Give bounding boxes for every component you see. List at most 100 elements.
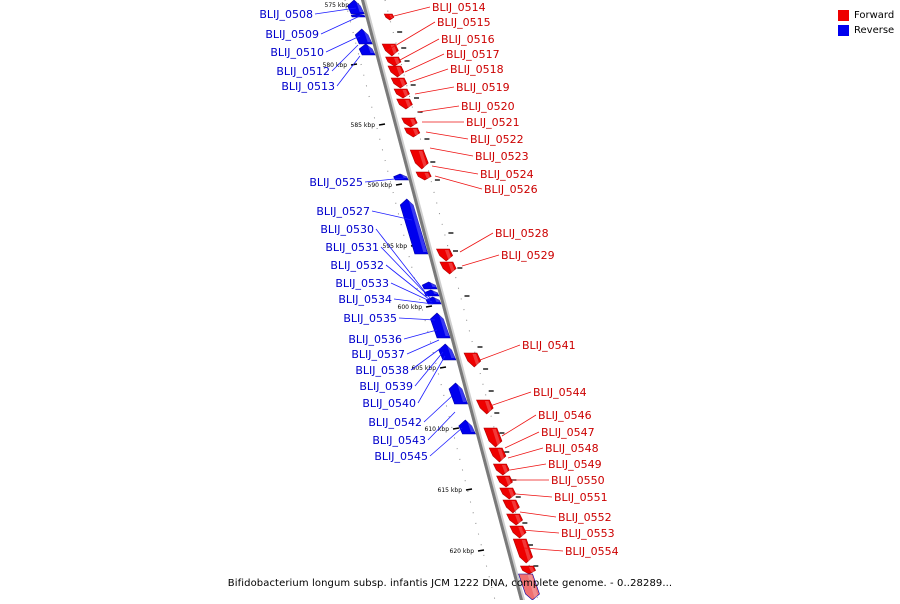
forward-gene-label[interactable]: BLIJ_0548 (545, 442, 599, 455)
forward-gene-feature[interactable] (415, 171, 432, 181)
forward-gene-label[interactable]: BLIJ_0519 (456, 81, 510, 94)
reverse-gene-feature[interactable] (399, 198, 429, 255)
reverse-gene-feature[interactable] (358, 43, 376, 56)
forward-gene-feature[interactable] (390, 77, 408, 89)
reverse-gene-label[interactable]: BLIJ_0534 (338, 293, 392, 306)
reverse-gene-feature[interactable] (354, 28, 373, 45)
forward-gene-feature[interactable] (381, 43, 399, 57)
reverse-leader-line (429, 427, 463, 457)
forward-gene-label[interactable]: BLIJ_0544 (533, 386, 587, 399)
forward-gene-feature[interactable] (519, 565, 536, 575)
forward-leader-line (521, 529, 560, 534)
reverse-gene-label[interactable]: BLIJ_0542 (368, 416, 422, 429)
scale-tick-mark (439, 366, 447, 369)
reverse-gene-label[interactable]: BLIJ_0512 (276, 65, 330, 78)
forward-leader-line (479, 344, 521, 361)
forward-leader-line (425, 131, 469, 140)
forward-gene-label[interactable]: BLIJ_0518 (450, 63, 504, 76)
reverse-gene-label[interactable]: BLIJ_0540 (362, 397, 416, 410)
forward-gene-feature[interactable] (496, 475, 513, 488)
forward-gene-label[interactable]: BLIJ_0516 (441, 33, 495, 46)
forward-gene-feature[interactable] (483, 427, 503, 448)
reverse-gene-label[interactable]: BLIJ_0533 (335, 277, 389, 290)
forward-gene-label[interactable]: BLIJ_0546 (538, 409, 592, 422)
reverse-gene-label[interactable]: BLIJ_0538 (355, 364, 409, 377)
forward-gene-feature[interactable] (518, 573, 540, 601)
forward-gene-feature[interactable] (396, 98, 413, 110)
reverse-gene-label[interactable]: BLIJ_0536 (348, 333, 402, 346)
reverse-gene-feature[interactable] (458, 419, 476, 435)
reverse-gene-feature[interactable] (421, 281, 438, 290)
reverse-gene-label[interactable]: BLIJ_0530 (320, 223, 374, 236)
reverse-gene-feature[interactable] (347, 0, 365, 15)
forward-gene-feature[interactable] (393, 88, 410, 99)
forward-gene-feature[interactable] (383, 13, 395, 21)
reverse-gene-label[interactable]: BLIJ_0532 (330, 259, 384, 272)
forward-gene-label[interactable]: BLIJ_0517 (446, 48, 500, 61)
legend-forward[interactable]: Forward (838, 8, 894, 23)
forward-gene-label[interactable]: BLIJ_0526 (484, 183, 538, 196)
forward-gene-label[interactable]: BLIJ_0552 (558, 511, 612, 524)
forward-gene-feature[interactable] (502, 499, 520, 514)
reverse-leader-line (314, 7, 357, 15)
forward-gene-feature[interactable] (488, 447, 507, 463)
forward-leader-line (414, 86, 455, 95)
reverse-gene-label[interactable]: BLIJ_0537 (351, 348, 405, 361)
reverse-gene-label[interactable]: BLIJ_0539 (359, 380, 413, 393)
reverse-gene-label[interactable]: BLIJ_0535 (343, 312, 397, 325)
forward-gene-label[interactable]: BLIJ_0553 (561, 527, 615, 540)
reverse-gene-label[interactable]: BLIJ_0513 (281, 80, 335, 93)
forward-gene-feature[interactable] (506, 513, 523, 526)
forward-gene-label[interactable]: BLIJ_0547 (541, 426, 595, 439)
forward-gene-feature[interactable] (401, 117, 418, 128)
forward-gene-label[interactable]: BLIJ_0523 (475, 150, 529, 163)
forward-gene-label[interactable]: BLIJ_0524 (480, 168, 534, 181)
reverse-gene-label[interactable]: BLIJ_0527 (316, 205, 370, 218)
genome-backbone (360, 0, 524, 603)
forward-gene-feature[interactable] (403, 127, 421, 138)
reverse-gene-feature[interactable] (430, 312, 451, 339)
forward-gene-label[interactable]: BLIJ_0528 (495, 227, 549, 240)
forward-gene-feature[interactable] (492, 463, 510, 476)
reverse-gene-label[interactable]: BLIJ_0531 (325, 241, 379, 254)
reverse-leader-line (414, 351, 444, 387)
reverse-leader-line (320, 15, 361, 35)
forward-gene-label[interactable]: BLIJ_0521 (466, 116, 520, 129)
reverse-leader-line (423, 395, 453, 423)
scale-tick-label: 585 kbp (351, 122, 376, 129)
forward-gene-feature[interactable] (509, 525, 527, 539)
forward-gene-feature[interactable] (476, 399, 494, 415)
forward-leader-line (431, 165, 479, 175)
forward-gene-label[interactable]: BLIJ_0514 (432, 1, 486, 14)
reverse-gene-label[interactable]: BLIJ_0510 (270, 46, 324, 59)
reverse-gene-label[interactable]: BLIJ_0543 (372, 434, 426, 447)
forward-gene-label[interactable]: BLIJ_0515 (437, 16, 491, 29)
reverse-leader-line (385, 264, 431, 301)
forward-gene-feature[interactable] (409, 149, 429, 170)
forward-gene-label[interactable]: BLIJ_0554 (565, 545, 619, 558)
forward-gene-label[interactable]: BLIJ_0551 (554, 491, 608, 504)
forward-gene-label[interactable]: BLIJ_0520 (461, 100, 515, 113)
forward-gene-feature[interactable] (436, 248, 454, 262)
forward-gene-feature[interactable] (385, 56, 402, 67)
forward-gene-label[interactable]: BLIJ_0550 (551, 474, 605, 487)
reverse-gene-label[interactable]: BLIJ_0509 (265, 28, 319, 41)
reverse-gene-feature[interactable] (423, 289, 440, 297)
forward-gene-feature[interactable] (499, 487, 517, 500)
forward-gene-label[interactable]: BLIJ_0529 (501, 249, 555, 262)
reverse-gene-label[interactable]: BLIJ_0545 (374, 450, 428, 463)
forward-gene-feature[interactable] (512, 538, 534, 564)
forward-gene-label[interactable]: BLIJ_0549 (548, 458, 602, 471)
forward-gene-feature[interactable] (387, 65, 405, 78)
reverse-gene-label[interactable]: BLIJ_0525 (309, 176, 363, 189)
reverse-gene-label[interactable]: BLIJ_0508 (259, 8, 313, 21)
forward-gene-feature[interactable] (439, 261, 457, 275)
forward-leader-line (519, 511, 557, 518)
legend-reverse[interactable]: Reverse (838, 23, 894, 38)
forward-gene-label[interactable]: BLIJ_0522 (470, 133, 524, 146)
forward-gene-label[interactable]: BLIJ_0541 (522, 339, 576, 352)
reverse-gene-feature[interactable] (448, 382, 468, 405)
forward-gene-feature[interactable] (463, 352, 482, 368)
